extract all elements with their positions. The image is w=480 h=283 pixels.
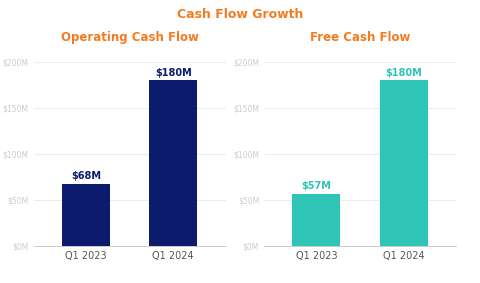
Title: Free Cash Flow: Free Cash Flow	[310, 31, 410, 44]
Text: $57M: $57M	[301, 181, 331, 191]
Text: $180M: $180M	[155, 68, 192, 78]
Text: $180M: $180M	[385, 68, 422, 78]
Text: $68M: $68M	[71, 171, 101, 181]
Bar	[149, 80, 197, 246]
Bar	[292, 194, 340, 246]
Bar	[62, 184, 110, 246]
Title: Operating Cash Flow: Operating Cash Flow	[60, 31, 199, 44]
Text: Cash Flow Growth: Cash Flow Growth	[177, 8, 303, 22]
Bar	[380, 80, 428, 246]
